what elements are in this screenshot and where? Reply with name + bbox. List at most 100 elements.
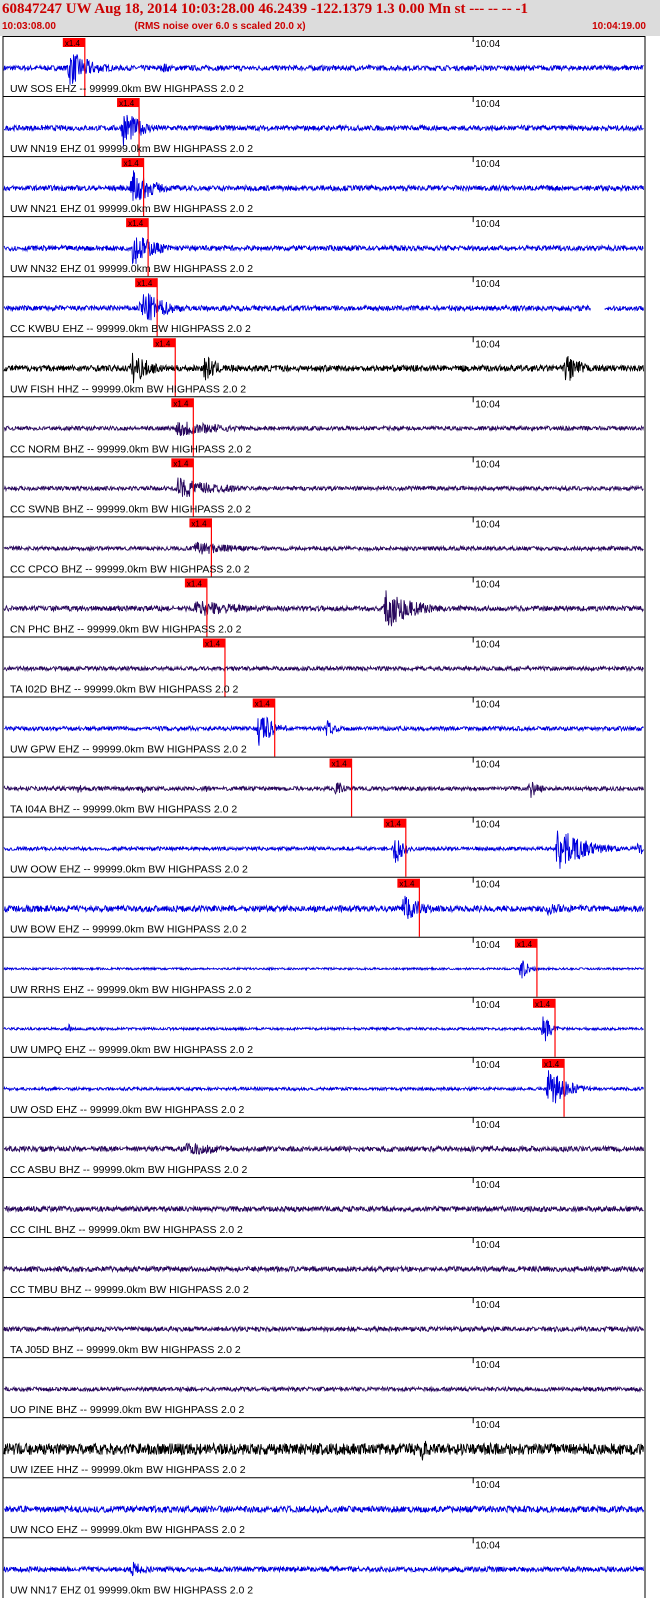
pick-label: x1.4 — [255, 700, 271, 709]
pick-flag — [329, 758, 352, 768]
pick-label: x1.4 — [128, 219, 144, 228]
pick-flag — [542, 1058, 565, 1068]
waveform — [3, 960, 644, 979]
waveform — [3, 114, 644, 147]
trace-25: 10:04 UW NN17 EHZ 01 99999.0km BW HIGHPAS… — [3, 1537, 645, 1596]
trace-11: 10:04 x1.4 UW GPW EHZ -- 99999.0km BW HIGH… — [3, 696, 645, 757]
minute-tick-label: 10:04 — [475, 219, 500, 230]
minute-tick-label: 10:04 — [475, 339, 500, 350]
minute-tick-label: 10:04 — [475, 279, 500, 290]
trace-16: 10:04 x1.4 UW UMPQ EHZ -- 99999.0km BW HIG… — [3, 996, 645, 1057]
waveform — [3, 54, 644, 85]
start-time-label: 10:03:08.00 — [2, 21, 56, 32]
minute-tick-label: 10:04 — [475, 1180, 500, 1191]
pick-flag — [171, 458, 194, 468]
trace-23: 10:04 UW IZEE HHZ -- 99999.0km BW HIGHPAS… — [3, 1417, 645, 1476]
pick-label: x1.4 — [173, 459, 189, 468]
station-label: UW OOW EHZ -- 99999.0km BW HIGHPASS 2.0 … — [10, 864, 248, 876]
trace-22: 10:04 UO PINE BHZ -- 99999.0km BW HIGHPAS… — [3, 1357, 645, 1416]
trace-4: 10:04 x1.4 CC KWBU EHZ -- 99999.0km BW HIG… — [3, 276, 645, 337]
pick-label: x1.4 — [124, 159, 140, 168]
minute-tick-label: 10:04 — [475, 159, 500, 170]
rms-noise-note: (RMS noise over 6.0 s scaled 20.0 x) — [134, 21, 306, 32]
minute-tick-label: 10:04 — [475, 940, 500, 951]
minute-tick-label: 10:04 — [475, 1540, 500, 1551]
station-label: UW BOW EHZ -- 99999.0km BW HIGHPASS 2.0 … — [10, 924, 247, 936]
pick-flag — [126, 218, 149, 228]
end-time-label: 10:04:19.00 — [592, 21, 646, 32]
station-label: TA J05D BHZ -- 99999.0km BW HIGHPASS 2.0… — [10, 1344, 241, 1356]
trace-6: 10:04 x1.4 CC NORM BHZ -- 99999.0km BW HIG… — [3, 396, 645, 457]
station-label: UW FISH HHZ -- 99999.0km BW HIGHPASS 2.0… — [10, 383, 246, 395]
station-label: TA I04A BHZ -- 99999.0km BW HIGHPASS 2.0… — [10, 804, 237, 816]
seismogram-panel: 10:04 x1.4 UW SOS EHZ -- 99999.0km BW HIGH… — [2, 36, 646, 1598]
pick-label: x1.4 — [386, 820, 402, 829]
station-label: CC ASBU BHZ -- 99999.0km BW HIGHPASS 2.0… — [10, 1164, 247, 1176]
waveform — [3, 1504, 644, 1514]
pick-flag — [189, 518, 212, 528]
waveform — [3, 237, 644, 265]
station-label: UW OSD EHZ -- 99999.0km BW HIGHPASS 2.0 … — [10, 1104, 245, 1116]
pick-label: x1.4 — [187, 579, 203, 588]
minute-tick-label: 10:04 — [475, 1000, 500, 1011]
minute-tick-label: 10:04 — [475, 399, 500, 410]
trace-7: 10:04 x1.4 CC SWNB BHZ -- 99999.0km BW HIG… — [3, 456, 645, 517]
trace-21: 10:04 TA J05D BHZ -- 99999.0km BW HIGHPAS… — [3, 1297, 645, 1356]
pick-flag — [171, 398, 194, 408]
trace-10: 10:04 x1.4 TA I02D BHZ -- 99999.0km BW HIG… — [3, 636, 645, 697]
minute-tick-label: 10:04 — [475, 1120, 500, 1131]
station-label: CC CIHL BHZ -- 99999.0km BW HIGHPASS 2.0… — [10, 1224, 243, 1236]
station-label: UW RRHS EHZ -- 99999.0km BW HIGHPASS 2.0… — [10, 984, 252, 996]
station-label: UW GPW EHZ -- 99999.0km BW HIGHPASS 2.0 … — [10, 744, 247, 756]
minute-tick-label: 10:04 — [475, 880, 500, 891]
waveform — [3, 1264, 644, 1274]
waveform — [3, 1561, 644, 1577]
minute-tick-label: 10:04 — [475, 519, 500, 530]
waveform — [3, 1142, 644, 1155]
minute-tick-label: 10:04 — [475, 1420, 500, 1431]
pick-label: x1.4 — [119, 99, 135, 108]
pick-flag — [121, 158, 144, 168]
trace-3: 10:04 x1.4 UW NN32 EHZ 01 99999.0km BW HIG… — [3, 216, 645, 277]
trace-13: 10:04 x1.4 UW OOW EHZ -- 99999.0km BW HIGH… — [3, 816, 645, 877]
trace-17: 10:04 x1.4 UW OSD EHZ -- 99999.0km BW HIGH… — [3, 1056, 645, 1117]
waveform — [3, 1204, 644, 1214]
pick-flag — [533, 998, 556, 1008]
station-label: UO PINE BHZ -- 99999.0km BW HIGHPASS 2.0… — [10, 1404, 245, 1416]
station-label: UW UMPQ EHZ -- 99999.0km BW HIGHPASS 2.0… — [10, 1044, 253, 1056]
waveform — [3, 1440, 644, 1461]
trace-9: 10:04 x1.4 CN PHC BHZ -- 99999.0km BW HIGH… — [3, 576, 645, 637]
pick-label: x1.4 — [332, 760, 348, 769]
minute-tick-label: 10:04 — [475, 579, 500, 590]
waveform — [3, 421, 644, 437]
pick-flag — [397, 878, 420, 888]
pick-flag — [117, 98, 140, 108]
station-label: UW NN32 EHZ 01 99999.0km BW HIGHPASS 2.0… — [10, 263, 253, 275]
minute-tick-label: 10:04 — [475, 1240, 500, 1251]
station-label: CC KWBU EHZ -- 99999.0km BW HIGHPASS 2.0… — [10, 323, 251, 335]
station-label: CN PHC BHZ -- 99999.0km BW HIGHPASS 2.0 … — [10, 623, 242, 635]
pick-flag — [383, 818, 406, 828]
waveform — [3, 716, 644, 746]
trace-19: 10:04 CC CIHL BHZ -- 99999.0km BW HIGHPAS… — [3, 1176, 645, 1236]
trace-8: 10:04 x1.4 CC CPCO BHZ -- 99999.0km BW HIG… — [3, 516, 645, 577]
minute-tick-label: 10:04 — [475, 1480, 500, 1491]
station-label: CC NORM BHZ -- 99999.0km BW HIGHPASS 2.0… — [10, 443, 252, 455]
minute-tick-label: 10:04 — [475, 820, 500, 831]
station-label: UW IZEE HHZ -- 99999.0km BW HIGHPASS 2.0… — [10, 1464, 246, 1476]
station-label: CC SWNB BHZ -- 99999.0km BW HIGHPASS 2.0… — [10, 503, 251, 515]
waveform — [3, 590, 644, 627]
pick-label: x1.4 — [137, 279, 153, 288]
trace-1: 10:04 x1.4 UW NN19 EHZ 01 99999.0km BW HIG… — [3, 96, 645, 157]
station-label: UW SOS EHZ -- 99999.0km BW HIGHPASS 2.0 … — [10, 83, 244, 95]
waveform — [3, 781, 644, 798]
minute-tick-label: 10:04 — [475, 1360, 500, 1371]
waveform — [3, 1070, 644, 1104]
waveform — [3, 830, 644, 869]
pick-label: x1.4 — [544, 1060, 560, 1069]
station-label: CC CPCO BHZ -- 99999.0km BW HIGHPASS 2.0… — [10, 563, 250, 575]
waveform — [3, 293, 644, 321]
trace-2: 10:04 x1.4 UW NN21 EHZ 01 99999.0km BW HIG… — [3, 156, 645, 217]
trace-5: 10:04 x1.4 UW FISH HHZ -- 99999.0km BW HIG… — [3, 336, 645, 397]
station-label: TA I02D BHZ -- 99999.0km BW HIGHPASS 2.0… — [10, 684, 239, 696]
